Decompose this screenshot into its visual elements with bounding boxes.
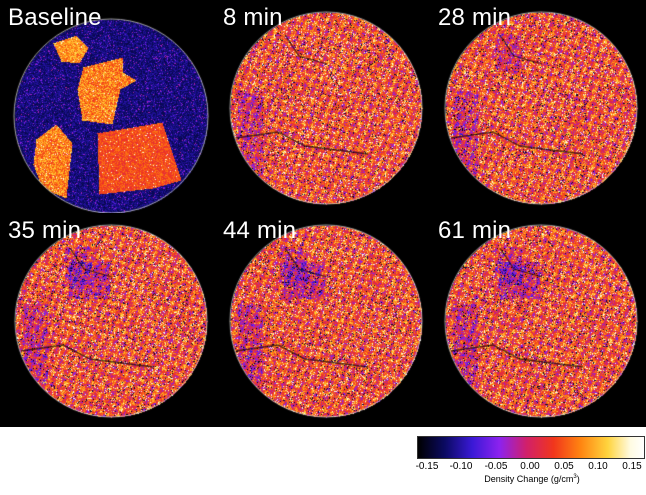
colorbar-tick-label: -0.05 [484,461,508,472]
panel-label: 8 min [223,4,283,31]
colorbar-gradient [417,436,645,459]
colorbar-tick-label: 0.05 [554,461,574,472]
panel-label: 44 min [223,217,297,244]
time-panel-28-min: 28 min [430,0,645,213]
time-panel-61-min: 61 min [430,213,645,426]
panel-label: 28 min [438,4,512,31]
colorbar-tick-labels: -0.15 -0.10 -0.05 0.00 0.05 0.10 0.15 [410,461,646,473]
time-panel-35-min: 35 min [0,213,215,426]
colorbar-tick-label: -0.10 [449,461,473,472]
colorbar-title-superscript: 3 [573,474,577,480]
density-change-image [0,213,215,426]
baseline-panel: Baseline [0,0,215,213]
colorbar-tick-label: 0.00 [520,461,540,472]
colorbar-title: Density Change (g/cm3) [442,473,622,485]
colorbar-legend: -0.15 -0.10 -0.05 0.00 0.05 0.10 0.15 De… [410,432,646,495]
colorbar-tick-label: 0.15 [622,461,642,472]
colorbar-tick-label: 0.10 [588,461,608,472]
colorbar-title-prefix: Density Change (g/cm [484,474,574,484]
colorbar-title-suffix: ) [576,474,580,484]
density-change-image [215,213,430,426]
time-panel-8-min: 8 min [215,0,430,213]
panel-label: 35 min [8,217,82,244]
time-panel-44-min: 44 min [215,213,430,426]
baseline-density-image [0,0,215,213]
colorbar-tick-label: -0.15 [415,461,439,472]
density-change-image [215,0,430,213]
image-panel-grid: Baseline 8 min 28 min 35 min 44 min 61 m… [0,0,646,427]
density-change-image [430,0,645,213]
panel-label: Baseline [8,4,102,31]
density-change-image [430,213,645,426]
panel-label: 61 min [438,217,512,244]
